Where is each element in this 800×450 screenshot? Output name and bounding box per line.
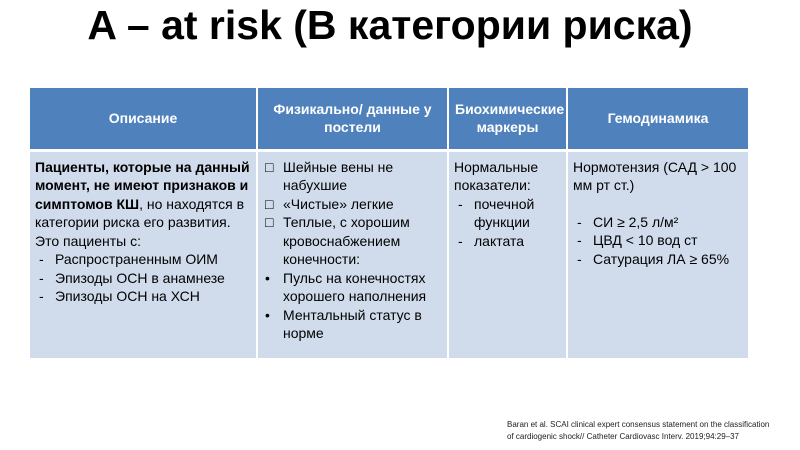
slide-title: A – at risk (B категории риска) xyxy=(87,2,693,48)
list-item: □ «Чистые» легкие xyxy=(265,195,394,212)
list-item: • Ментальный статус в норме xyxy=(265,306,422,342)
list-item: - Эпизоды ОСН на ХСН xyxy=(39,288,200,304)
list-item: - Сатурация ЛА ≥ 65% xyxy=(577,250,730,267)
description-bold: Пациенты, которые на данный момент, не и… xyxy=(35,158,250,212)
table-header-row: Описание Физикально/ данные у постели Би… xyxy=(30,88,748,152)
square-bullet-icon: □ xyxy=(265,214,274,230)
square-bullet-icon: □ xyxy=(265,158,274,175)
header-physical: Физикально/ данные у постели xyxy=(256,88,448,152)
hemo-intro: Нормотензия (САД > 100 мм рт ст.) xyxy=(573,158,737,194)
list-item: - СИ ≥ 2,5 л/м² xyxy=(577,213,679,230)
description-rest: , но находятся в категории риска его раз… xyxy=(35,195,245,231)
description-intro: Это пациенты с: xyxy=(35,232,141,249)
list-item: □ Теплые, с хорошим кровоснабжением конеч… xyxy=(265,214,410,267)
list-item: - Эпизоды ОСН в анамнезе xyxy=(39,269,225,286)
bullet-icon: • xyxy=(265,269,270,286)
cell-hemodynamics: Нормотензия (САД > 100 мм рт ст.) - СИ ≥ … xyxy=(566,150,748,358)
list-item: - Распространенным ОИМ xyxy=(39,251,218,267)
list-item: □ Шейные вены не набухшие xyxy=(265,158,394,194)
header-hemodynamics: Гемодинамика xyxy=(566,88,748,152)
header-description: Описание xyxy=(30,88,257,152)
list-item: - ЦВД < 10 вод ст xyxy=(577,232,698,248)
cell-description: Пациенты, которые на данный момент, не и… xyxy=(30,150,257,358)
list-item: • Пульс на конечностях хорошего наполнени… xyxy=(265,269,427,305)
list-item: - почечной функции xyxy=(458,195,535,231)
citation: Baran et al. SCAI clinical expert consen… xyxy=(507,420,770,441)
header-biochem: Биохимические маркеры xyxy=(447,88,567,152)
cell-biochem: Нормальные показатели: - почечной функции… xyxy=(447,150,567,358)
table-row: Пациенты, которые на данный момент, не и… xyxy=(30,150,748,358)
bullet-icon: • xyxy=(265,306,270,323)
cell-physical: □ Шейные вены не набухшие □ «Чистые» легки… xyxy=(256,150,448,358)
biochem-intro: Нормальные показатели: xyxy=(454,158,539,194)
square-bullet-icon: □ xyxy=(265,195,274,212)
classification-table: Описание Физикально/ данные у постели Би… xyxy=(30,88,748,358)
list-item: - лактата xyxy=(458,232,525,249)
